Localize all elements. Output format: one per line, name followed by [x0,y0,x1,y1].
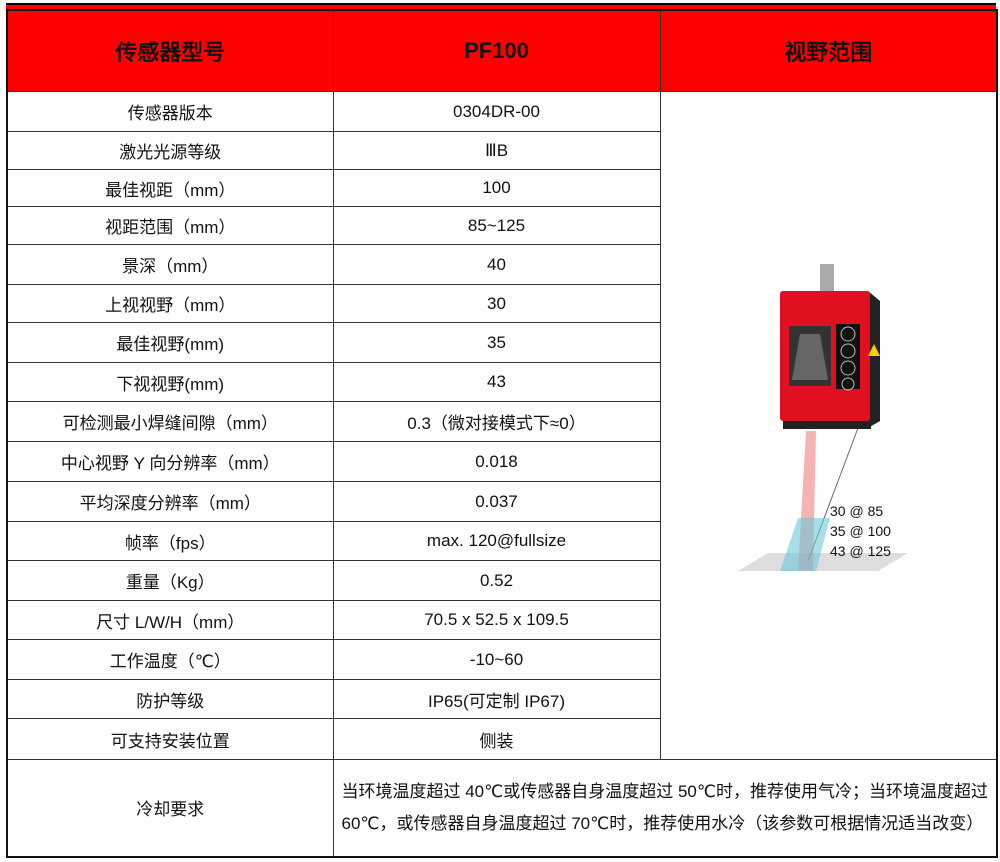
spec-value: 70.5 x 52.5 x 109.5 [332,600,661,640]
table-row: 上视视野（mm） 30 [6,284,997,323]
spec-value: 85~125 [332,206,661,245]
sensor-connector [820,263,835,292]
spec-label: 景深（mm） [6,244,334,285]
spec-label: 工作温度（℃） [6,639,334,680]
table-row: 激光光源等级 ⅢB [6,131,997,170]
table-row: 重量（Kg） 0.52 [6,560,997,601]
table-row: 防护等级 IP65(可定制 IP67) [6,679,997,719]
spec-value: -10~60 [332,639,661,680]
spec-label: 尺寸 L/W/H（mm） [6,600,334,640]
sensor-image-cell: 30 @ 85 35 @ 100 43 @ 125 [659,91,998,760]
header-model-label: 传感器型号 [6,9,334,92]
fov-label-1: 30 @ 85 [830,503,883,519]
spec-value: 0.52 [332,560,661,601]
table-row: 平均深度分辨率（mm） 0.037 [6,481,997,522]
spec-value: 35 [332,322,661,363]
spec-label: 防护等级 [6,679,334,719]
warning-icon [868,343,881,356]
spec-value: 0304DR-00 [332,91,661,132]
fov-label-2: 35 @ 100 [830,523,891,539]
sensor-base [783,420,872,429]
fov-prism [780,517,831,571]
cooling-value: 当环境温度超过 40℃或传感器自身温度超过 50℃时，推荐使用气冷；当环境温度超… [332,759,998,857]
sensor-image: 30 @ 85 35 @ 100 43 @ 125 [738,263,909,571]
spec-label: 帧率（fps） [6,521,334,561]
table-row: 视距范围（mm） 85~125 [6,206,997,245]
floor-plane [738,552,909,571]
spec-label: 最佳视距（mm） [6,169,334,207]
spec-value: max. 120@fullsize [332,521,661,561]
spec-table: 传感器型号 PF100 视野范围 传感器版本 0304DR-00 30 @ 85 … [6,9,998,858]
table-row: 帧率（fps） max. 120@fullsize [6,521,997,561]
spec-label: 中心视野 Y 向分辨率（mm） [6,441,334,482]
spec-value: 0.3（微对接模式下≈0） [332,401,661,442]
spec-label: 可支持安装位置 [6,718,334,760]
sensor-buttons [836,323,861,389]
table-row: 最佳视距（mm） 100 [6,169,997,207]
spec-value: ⅢB [332,131,661,170]
header-row: 传感器型号 PF100 视野范围 [6,9,998,92]
spec-value: 侧装 [332,718,661,760]
cooling-row: 冷却要求 当环境温度超过 40℃或传感器自身温度超过 50℃时，推荐使用气冷；当… [6,759,998,857]
header-model-value: PF100 [332,9,661,92]
fov-label-3: 43 @ 125 [830,543,891,559]
spec-value: 0.037 [332,481,661,522]
header-fov: 视野范围 [659,9,998,92]
cooling-label: 冷却要求 [6,759,334,857]
table-row: 下视视野(mm) 43 [6,362,997,402]
table-row: 传感器版本 0304DR-00 30 @ 85 35 @ 100 43 @ 125 [6,91,998,760]
spec-label: 可检测最小焊缝间隙（mm） [6,401,334,442]
spec-label: 激光光源等级 [6,131,334,170]
table-row: 可检测最小焊缝间隙（mm） 0.3（微对接模式下≈0） [6,401,997,442]
spec-label: 视距范围（mm） [6,206,334,245]
spec-value: IP65(可定制 IP67) [332,679,661,719]
spec-label: 上视视野（mm） [6,284,334,323]
spec-value: 30 [332,284,661,323]
spec-value: 40 [332,244,661,285]
table-row: 景深（mm） 40 [6,244,997,285]
spec-label: 下视视野(mm) [6,362,334,402]
spec-label: 传感器版本 [6,91,334,132]
spec-value: 100 [332,169,661,207]
spec-label: 平均深度分辨率（mm） [6,481,334,522]
spec-label: 重量（Kg） [6,560,334,601]
table-row: 尺寸 L/W/H（mm） 70.5 x 52.5 x 109.5 [6,600,997,640]
spec-value: 43 [332,362,661,402]
table-row: 可支持安装位置 侧装 [6,718,997,760]
sensor-side [868,290,881,428]
spec-value: 0.018 [332,441,661,482]
spec-label: 最佳视野(mm) [6,322,334,363]
